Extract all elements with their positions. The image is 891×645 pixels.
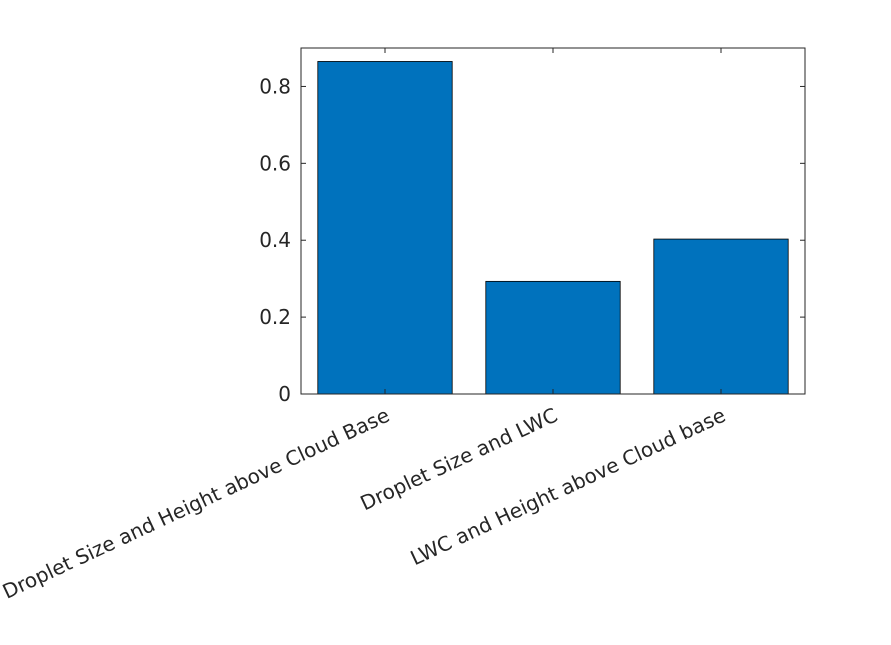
y-tick-label: 0.4 [259, 228, 291, 252]
bar-0 [317, 61, 453, 395]
y-tick-label: 0.6 [259, 151, 291, 175]
x-tick-label: LWC and Height above Cloud base [407, 403, 730, 570]
axes-box [300, 47, 806, 395]
bars-layer [317, 61, 789, 395]
bar-1 [485, 280, 621, 395]
x-tick-label: Droplet Size and Height above Cloud Base [0, 403, 393, 604]
y-tick-label: 0.8 [259, 74, 291, 98]
y-tick-label: 0 [278, 382, 291, 406]
bar-2 [653, 238, 789, 395]
y-tick-label: 0.2 [259, 305, 291, 329]
